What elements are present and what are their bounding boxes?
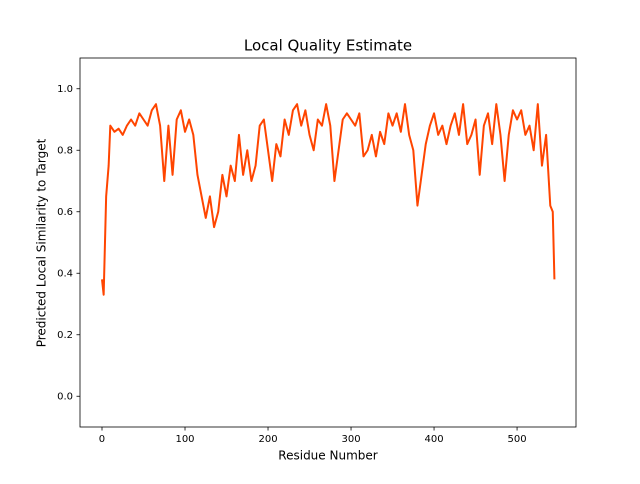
chart-title: Local Quality Estimate [244,37,412,55]
y-tick-label: 0.8 [57,145,73,156]
x-tick-label: 400 [425,434,444,445]
x-tick-label: 0 [99,434,105,445]
y-tick-label: 0.0 [57,391,73,402]
y-axis-label: Predicted Local Similarity to Target [35,138,49,347]
x-axis-label: Residue Number [278,449,377,463]
series-line [101,103,556,296]
y-tick-label: 0.4 [57,268,73,279]
x-tick-label: 500 [508,434,527,445]
x-tick-label: 300 [341,434,360,445]
plot-frame [79,57,577,428]
x-tick-label: 100 [175,434,194,445]
y-tick-label: 1.0 [57,84,73,95]
y-tick-label: 0.6 [57,207,73,218]
x-tick-label: 200 [258,434,277,445]
y-tick-label: 0.2 [57,330,73,341]
